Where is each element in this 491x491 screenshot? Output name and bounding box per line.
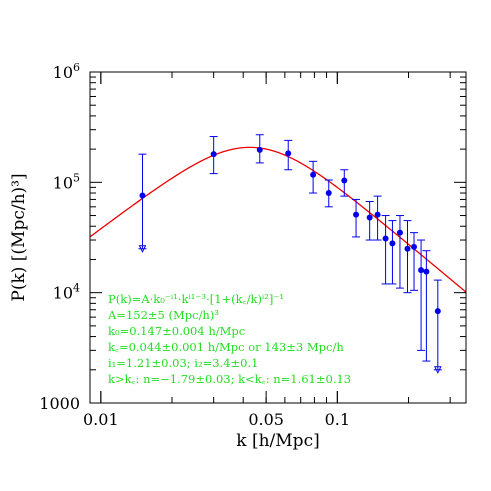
data-point	[365, 201, 374, 241]
data-point	[381, 215, 390, 285]
y-tick-label: 106	[53, 61, 80, 82]
limit-arrow	[138, 245, 147, 253]
model-curve-layer	[89, 146, 467, 293]
data-point	[422, 250, 431, 362]
y-tick-label: 104	[53, 282, 80, 303]
annotation-line-slopes: k>k꜀: n=−1.79±0.03; k<k꜀: n=1.61±0.13	[108, 372, 351, 386]
data-point	[284, 139, 293, 171]
annotation-line-k0: k₀=0.147±0.004 h/Mpc	[108, 324, 245, 338]
point-marker	[210, 151, 217, 158]
point-marker	[341, 177, 348, 184]
model-curve	[89, 146, 467, 293]
point-marker	[325, 190, 332, 197]
x-tick-label: 0.1	[325, 410, 350, 429]
y-tick-label: 1000	[39, 394, 80, 413]
data-point	[395, 215, 404, 289]
point-marker	[423, 268, 430, 275]
point-marker	[411, 243, 418, 250]
point-marker	[389, 240, 396, 247]
data-point	[324, 179, 333, 208]
point-marker	[396, 229, 403, 236]
point-marker	[418, 267, 425, 274]
data-point	[340, 169, 349, 197]
point-marker	[374, 211, 381, 218]
tick-labels-layer: 0.01 0.05 0.1 1000 104 105 106	[39, 61, 350, 429]
y-tick-label: 105	[53, 171, 80, 192]
point-marker	[382, 235, 389, 242]
point-marker	[404, 245, 411, 252]
fit-annotation: P(k)=A·k₀⁻ⁱ¹·kⁱ¹⁻³·[1+(k꜀/k)ⁱ²]⁻¹ A=152±…	[107, 292, 351, 386]
point-marker	[434, 308, 441, 315]
plot-frame	[89, 71, 467, 404]
point-marker	[310, 171, 317, 178]
x-axis-label: k [h/Mpc]	[236, 431, 319, 451]
data-point	[352, 198, 361, 238]
point-marker	[139, 192, 146, 199]
point-marker	[256, 146, 263, 153]
data-point	[403, 220, 412, 294]
x-tick-label: 0.01	[83, 410, 119, 429]
data-point	[433, 279, 442, 374]
x-tick-label: 0.05	[248, 410, 284, 429]
limit-arrow	[434, 366, 442, 374]
data-point	[417, 239, 426, 351]
data-point	[388, 220, 397, 285]
data-point	[255, 134, 264, 164]
data-points-layer	[138, 134, 442, 374]
point-marker	[366, 214, 373, 221]
annotation-line-amplitude: A=152±5 (Mpc/h)³	[107, 308, 219, 322]
point-marker	[285, 150, 292, 157]
data-point	[138, 153, 147, 253]
data-point	[410, 232, 419, 291]
annotation-line-kc: k꜀=0.044±0.001 h/Mpc or 143±3 Mpc/h	[108, 340, 344, 354]
y-axis-label: P(k) [(Mpc/h)³]	[9, 173, 29, 301]
data-point	[209, 136, 218, 175]
point-marker	[353, 211, 360, 218]
data-point	[373, 195, 382, 241]
ticks-layer	[89, 71, 466, 404]
data-point	[309, 160, 318, 194]
annotation-line-indices: i₁=1.21±0.03; i₂=3.4±0.1	[108, 356, 258, 370]
annotation-line-formula: P(k)=A·k₀⁻ⁱ¹·kⁱ¹⁻³·[1+(k꜀/k)ⁱ²]⁻¹	[108, 292, 284, 306]
